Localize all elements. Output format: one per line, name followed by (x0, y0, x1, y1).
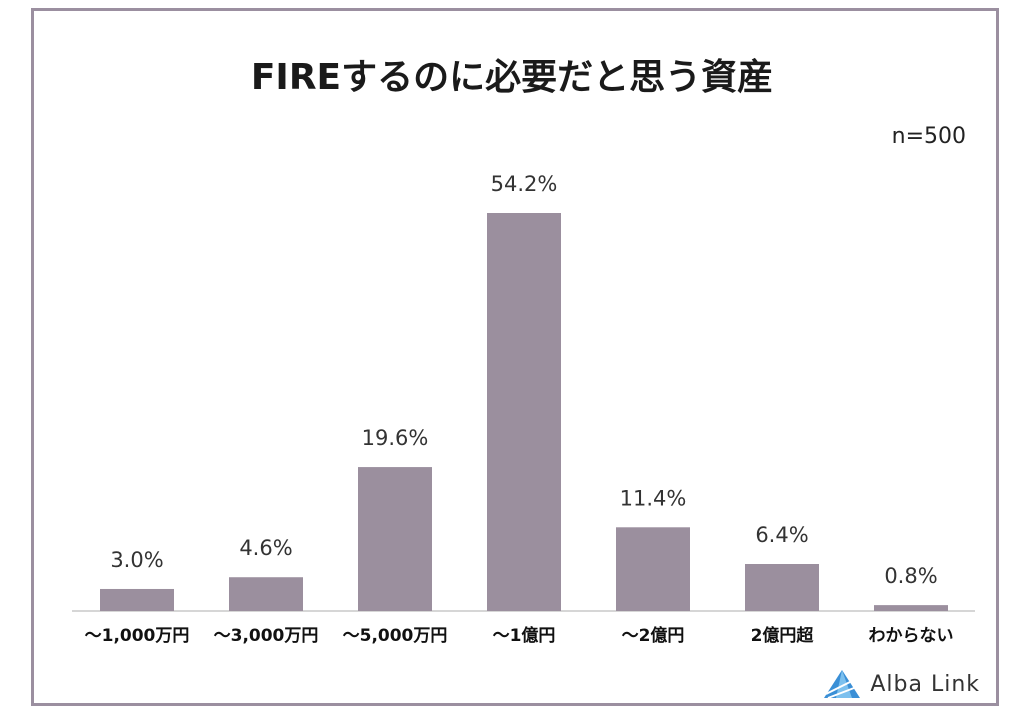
category-labels-group: ～1,000万円 ～3,000万円 ～5,000万円 ～1億円 ～2億円 2億円超 わからな… (85, 625, 954, 646)
category-label-1: ～3,000万円 (214, 626, 319, 646)
category-label-4: ～2億円 (622, 625, 685, 646)
bar-4 (616, 527, 690, 611)
bar-6 (874, 605, 948, 611)
bar-5 (745, 564, 819, 611)
value-label-2: 19.6% (362, 426, 429, 450)
bar-3 (487, 213, 561, 611)
value-label-0: 3.0% (110, 548, 163, 572)
bar-2 (358, 467, 432, 611)
value-label-4: 11.4% (620, 486, 687, 510)
alba-link-logo-icon (824, 670, 861, 699)
brand-logo: Alba Link (822, 668, 980, 700)
bar-1 (229, 577, 303, 611)
category-label-6: わからない (869, 626, 954, 646)
sample-size-label: n=500 (891, 124, 966, 149)
chart-title: FIREするのに必要だと思う資産 (250, 57, 774, 98)
value-label-3: 54.2% (491, 172, 558, 196)
category-label-3: ～1億円 (493, 625, 556, 646)
category-label-0: ～1,000万円 (85, 626, 190, 646)
value-label-6: 0.8% (884, 564, 937, 588)
category-label-5: 2億円超 (751, 625, 815, 646)
bars-group (100, 213, 948, 611)
value-labels-group: 3.0% 4.6% 19.6% 54.2% 11.4% 6.4% 0.8% (110, 172, 937, 588)
bar-0 (100, 588, 174, 611)
brand-name: Alba Link (870, 671, 980, 697)
value-label-5: 6.4% (755, 523, 808, 547)
category-label-2: ～5,000万円 (343, 626, 448, 646)
value-label-1: 4.6% (239, 536, 292, 560)
